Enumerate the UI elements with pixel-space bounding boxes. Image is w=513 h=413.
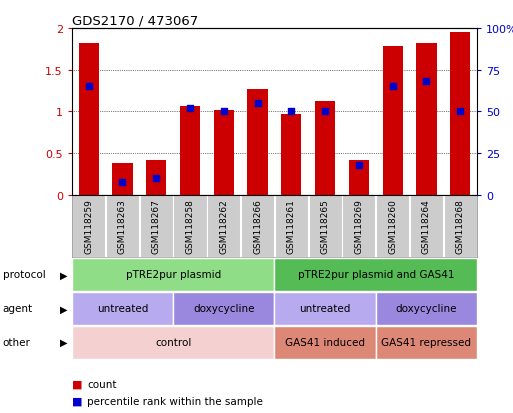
FancyBboxPatch shape [274, 292, 376, 325]
FancyBboxPatch shape [376, 292, 477, 325]
Text: ▶: ▶ [61, 337, 68, 347]
Bar [112, 164, 132, 195]
Point [422, 79, 430, 85]
FancyBboxPatch shape [173, 195, 207, 258]
Bar [146, 160, 166, 195]
Point [456, 109, 464, 116]
FancyBboxPatch shape [241, 195, 274, 258]
Text: doxycycline: doxycycline [193, 304, 254, 313]
FancyBboxPatch shape [173, 292, 274, 325]
Point [85, 84, 93, 90]
FancyBboxPatch shape [444, 195, 477, 258]
Text: other: other [3, 337, 30, 347]
FancyBboxPatch shape [72, 259, 274, 291]
FancyBboxPatch shape [376, 326, 477, 358]
Text: untreated: untreated [300, 304, 351, 313]
Point [321, 109, 329, 116]
FancyBboxPatch shape [274, 326, 376, 358]
Bar [214, 111, 234, 195]
Bar [281, 115, 302, 195]
FancyBboxPatch shape [308, 195, 342, 258]
FancyBboxPatch shape [140, 195, 173, 258]
Text: ■: ■ [72, 379, 82, 389]
FancyBboxPatch shape [376, 195, 409, 258]
Text: ▶: ▶ [61, 304, 68, 313]
Text: protocol: protocol [3, 270, 45, 280]
Point [119, 179, 127, 185]
FancyBboxPatch shape [342, 195, 376, 258]
FancyBboxPatch shape [72, 292, 173, 325]
Point [186, 106, 194, 112]
Text: control: control [155, 337, 191, 347]
FancyBboxPatch shape [207, 195, 241, 258]
Text: GSM118259: GSM118259 [84, 199, 93, 253]
FancyBboxPatch shape [274, 259, 477, 291]
Point [355, 162, 363, 169]
Bar [180, 106, 200, 195]
Text: GSM118266: GSM118266 [253, 199, 262, 253]
Text: ■: ■ [72, 396, 82, 406]
Text: GAS41 repressed: GAS41 repressed [382, 337, 471, 347]
Bar [315, 102, 336, 195]
Bar [78, 44, 99, 195]
Point [253, 100, 262, 107]
Point [220, 109, 228, 116]
Text: GSM118261: GSM118261 [287, 199, 296, 253]
Text: agent: agent [3, 304, 33, 313]
Text: pTRE2pur plasmid and GAS41: pTRE2pur plasmid and GAS41 [298, 270, 454, 280]
Bar [247, 90, 268, 195]
Point [152, 176, 161, 182]
Bar [383, 47, 403, 195]
FancyBboxPatch shape [275, 195, 308, 258]
Bar [349, 160, 369, 195]
Point [287, 109, 295, 116]
Text: count: count [87, 379, 117, 389]
Text: percentile rank within the sample: percentile rank within the sample [87, 396, 263, 406]
Text: GSM118262: GSM118262 [219, 199, 228, 253]
Text: untreated: untreated [97, 304, 148, 313]
Point [388, 84, 397, 90]
Text: GSM118268: GSM118268 [456, 199, 465, 253]
Text: doxycycline: doxycycline [396, 304, 457, 313]
Bar [417, 44, 437, 195]
Text: GSM118267: GSM118267 [152, 199, 161, 253]
Text: GDS2170 / 473067: GDS2170 / 473067 [72, 15, 198, 28]
FancyBboxPatch shape [72, 326, 274, 358]
Text: GAS41 induced: GAS41 induced [285, 337, 365, 347]
FancyBboxPatch shape [72, 195, 105, 258]
Text: pTRE2pur plasmid: pTRE2pur plasmid [126, 270, 221, 280]
Text: GSM118263: GSM118263 [118, 199, 127, 253]
FancyBboxPatch shape [106, 195, 139, 258]
Bar [450, 33, 470, 195]
Text: GSM118269: GSM118269 [354, 199, 363, 253]
Text: GSM118260: GSM118260 [388, 199, 397, 253]
Text: GSM118258: GSM118258 [186, 199, 194, 253]
FancyBboxPatch shape [410, 195, 443, 258]
Text: GSM118264: GSM118264 [422, 199, 431, 253]
Text: ▶: ▶ [61, 270, 68, 280]
Text: GSM118265: GSM118265 [321, 199, 330, 253]
